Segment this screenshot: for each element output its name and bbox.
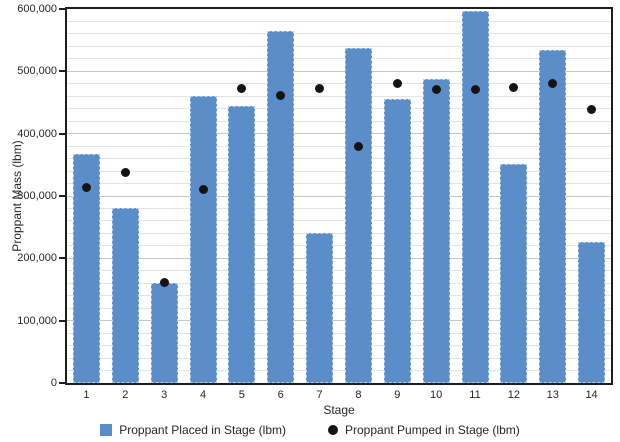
gridline-minor [67, 220, 611, 222]
bar-stage-12 [500, 164, 528, 383]
plot-inner [67, 9, 611, 383]
x-tick-label: 5 [238, 389, 245, 401]
gridline-minor [67, 183, 611, 185]
bar-stage-7 [306, 232, 334, 383]
gridline-minor [67, 332, 611, 334]
gridline-major [67, 70, 611, 72]
bar-stage-10 [422, 78, 450, 383]
y-tick-mark [59, 382, 65, 384]
gridline-major [67, 195, 611, 197]
y-tick-mark [59, 195, 65, 197]
y-tick-label: 500,000 [17, 65, 57, 78]
gridline-major [67, 257, 611, 259]
dot-stage-8 [353, 141, 363, 151]
x-tick-label: 11 [469, 389, 481, 401]
x-tick-label: 8 [355, 389, 362, 401]
x-tick-label: 2 [122, 389, 129, 401]
legend-label: Proppant Placed in Stage (lbm) [119, 423, 286, 437]
y-tick-mark [59, 132, 65, 135]
y-tick-label: 400,000 [17, 127, 57, 140]
legend-label: Proppant Pumped in Stage (lbm) [345, 423, 520, 437]
x-tick-label: 10 [430, 389, 443, 401]
gridline-minor [67, 207, 611, 209]
x-tick-label: 7 [316, 389, 323, 401]
x-tick-label: 4 [199, 389, 207, 401]
gridline-minor [67, 170, 611, 172]
dot-stage-12 [509, 83, 519, 93]
dot-stage-5 [237, 84, 247, 94]
gridline-minor [67, 232, 611, 234]
bar-stage-11 [461, 10, 489, 383]
x-tick-label: 13 [546, 389, 559, 401]
bar-stage-5 [228, 106, 256, 383]
gridline-minor [67, 282, 611, 284]
gridline-minor [67, 345, 611, 347]
gridline-minor [67, 307, 611, 309]
bar-stage-13 [539, 50, 567, 383]
gridline-minor [67, 108, 611, 110]
x-tick-label: 12 [507, 389, 520, 401]
gridline-minor [67, 370, 611, 372]
gridline-major [67, 133, 611, 135]
dot-stage-2 [120, 168, 130, 178]
legend-item: Proppant Placed in Stage (lbm) [100, 423, 286, 437]
y-tick-mark [59, 8, 65, 10]
y-tick-label: 0 [50, 377, 57, 389]
plot-area [65, 7, 613, 385]
y-tick-mark [59, 257, 65, 260]
y-tick-label: 100,000 [17, 314, 57, 327]
dot-stage-3 [159, 277, 169, 287]
legend-bar-swatch [100, 424, 113, 436]
dot-stage-9 [392, 78, 402, 88]
bar-stage-2 [111, 207, 139, 383]
gridline-minor [67, 120, 611, 122]
dot-stage-7 [315, 84, 325, 94]
gridline-minor [67, 20, 611, 22]
x-tick-label: 3 [161, 389, 168, 401]
legend-dot-marker [328, 425, 338, 435]
x-tick-label: 1 [83, 389, 90, 401]
dot-stage-4 [198, 185, 208, 195]
dot-stage-11 [470, 84, 480, 94]
gridline-minor [67, 58, 611, 60]
y-tick-label: 300,000 [17, 190, 57, 202]
bar-stage-4 [189, 95, 217, 383]
y-tick-label: 200,000 [17, 252, 57, 265]
gridline-major [67, 320, 611, 322]
bar-stage-9 [383, 99, 411, 383]
bar-stage-8 [344, 47, 372, 383]
gridline-minor [67, 270, 611, 272]
gridline-minor [67, 95, 611, 97]
gridline-minor [67, 145, 611, 147]
chart-legend: Proppant Placed in Stage (lbm) Proppant P… [0, 423, 620, 437]
dot-stage-6 [276, 91, 286, 101]
x-tick-label: 9 [394, 389, 401, 401]
gridline-minor [67, 158, 611, 160]
y-tick-mark [59, 70, 65, 73]
gridline-minor [67, 33, 611, 35]
dot-stage-1 [81, 183, 91, 193]
gridline-minor [67, 83, 611, 85]
y-tick-label: 600,000 [17, 3, 57, 15]
gridline-minor [67, 357, 611, 359]
bar-stage-3 [150, 283, 178, 383]
gridline-minor [67, 45, 611, 47]
bar-stage-6 [267, 31, 295, 383]
y-tick-mark [59, 319, 65, 322]
dot-stage-14 [587, 104, 597, 114]
dot-stage-10 [431, 84, 441, 94]
gridline-minor [67, 295, 611, 297]
legend-item: Proppant Pumped in Stage (lbm) [328, 423, 520, 437]
dot-stage-13 [548, 79, 558, 89]
gridline-minor [67, 245, 611, 247]
x-tick-label: 6 [277, 389, 284, 401]
x-tick-label: 14 [585, 389, 598, 401]
bar-stage-14 [578, 241, 606, 383]
x-axis-title: Stage [323, 403, 355, 417]
